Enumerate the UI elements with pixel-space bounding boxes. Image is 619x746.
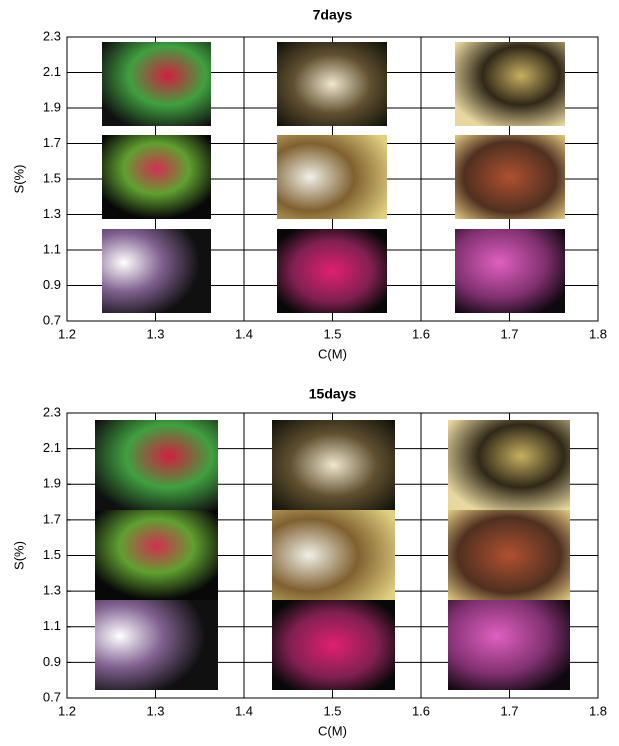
x-axis-label: C(M) (318, 723, 347, 738)
micrograph (448, 510, 570, 600)
micrograph (102, 135, 211, 219)
y-tick-label: 0.7 (43, 312, 61, 327)
chart-title: 7days (313, 7, 353, 23)
y-axis-label: S(%) (11, 541, 26, 570)
micrograph (95, 420, 218, 510)
micrograph (455, 229, 565, 313)
y-tick-label: 0.9 (43, 277, 61, 292)
y-tick-label: 1.3 (43, 206, 61, 221)
y-tick-label: 2.3 (43, 404, 61, 419)
y-tick-label: 1.1 (43, 618, 61, 633)
micrograph (272, 420, 395, 510)
x-tick-label: 1.5 (323, 326, 341, 341)
x-tick-label: 1.4 (235, 326, 253, 341)
y-tick-label: 1.5 (43, 170, 61, 185)
x-tick-label: 1.3 (146, 326, 164, 341)
y-tick-label: 0.9 (43, 654, 61, 669)
micrograph (272, 510, 395, 600)
micrograph (448, 600, 570, 690)
micrograph (272, 600, 395, 690)
y-tick-label: 1.1 (43, 241, 61, 256)
x-tick-label: 1.5 (323, 703, 341, 718)
micrograph (277, 135, 387, 219)
figure: 7days 1.2 1.3 1.4 1.5 1.6 1.7 1.8 0.7 0.9 1.1 1.3 1.… (0, 0, 619, 746)
x-tick-label: 1.8 (589, 703, 607, 718)
x-tick-label: 1.3 (146, 703, 164, 718)
y-tick-label: 1.9 (43, 99, 61, 114)
micrograph (277, 42, 387, 126)
y-tick-label: 1.5 (43, 547, 61, 562)
micrograph (95, 600, 218, 690)
y-tick-label: 1.9 (43, 476, 61, 491)
x-tick-label: 1.7 (500, 703, 518, 718)
micrograph (448, 420, 570, 510)
y-tick-label: 0.7 (43, 689, 61, 704)
x-tick-label: 1.4 (235, 703, 253, 718)
y-tick-label: 2.1 (43, 440, 61, 455)
x-tick-label: 1.7 (500, 326, 518, 341)
y-tick-label: 1.3 (43, 583, 61, 598)
micrograph (277, 229, 387, 313)
y-tick-label: 1.7 (43, 511, 61, 526)
micrograph (455, 42, 565, 126)
x-tick-label: 1.6 (412, 326, 430, 341)
micrograph (95, 510, 218, 600)
y-axis-label: S(%) (11, 165, 26, 194)
x-tick-label: 1.8 (589, 326, 607, 341)
x-tick-label: 1.2 (58, 703, 76, 718)
y-tick-label: 2.1 (43, 64, 61, 79)
y-tick-label: 2.3 (43, 28, 61, 43)
x-axis-label: C(M) (318, 346, 347, 361)
micrograph (102, 42, 211, 126)
x-tick-label: 1.6 (412, 703, 430, 718)
chart-title: 15days (309, 386, 357, 402)
micrograph (102, 229, 211, 313)
micrograph (455, 135, 565, 219)
x-tick-label: 1.2 (58, 326, 76, 341)
y-tick-label: 1.7 (43, 135, 61, 150)
